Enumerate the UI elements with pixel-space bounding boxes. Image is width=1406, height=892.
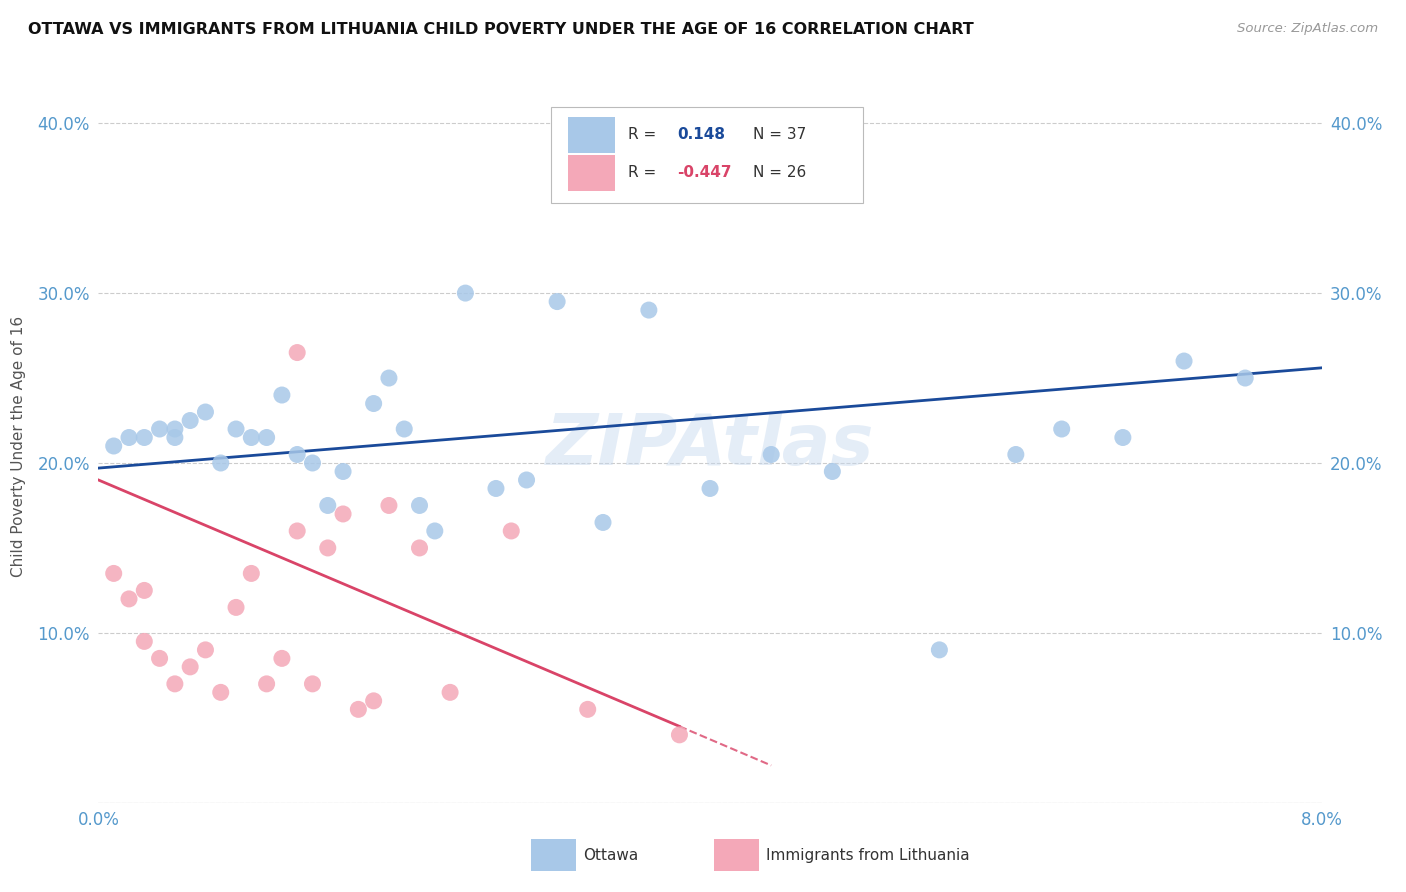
Point [1173,354,1195,368]
Point [408,541,430,555]
Text: R =: R = [628,127,657,142]
Point [363,396,385,410]
Point [149,651,172,665]
Point [179,660,201,674]
Point [699,482,721,496]
Text: R =: R = [628,165,657,180]
Point [103,566,125,581]
Point [240,430,263,444]
Text: -0.447: -0.447 [678,165,731,180]
Point [439,685,461,699]
Text: Ottawa: Ottawa [583,848,638,863]
Text: N = 37: N = 37 [752,127,806,142]
Point [576,702,599,716]
Text: 0.148: 0.148 [678,127,725,142]
FancyBboxPatch shape [568,117,614,153]
Point [285,524,308,538]
Point [1050,422,1073,436]
Point [1112,430,1135,444]
Point [134,634,156,648]
Point [454,286,477,301]
Point [485,482,508,496]
Point [821,465,844,479]
Point [378,371,401,385]
Point [194,405,217,419]
Point [285,345,308,359]
Point [759,448,782,462]
Point [163,677,186,691]
Point [163,422,186,436]
Point [1234,371,1257,385]
Point [134,430,156,444]
Point [392,422,416,436]
Point [301,677,323,691]
FancyBboxPatch shape [551,107,863,203]
Point [270,388,294,402]
Text: Immigrants from Lithuania: Immigrants from Lithuania [766,848,970,863]
Point [332,465,354,479]
Point [118,430,141,444]
Point [378,499,401,513]
Point [516,473,538,487]
Point [423,524,446,538]
Point [118,591,141,606]
Text: OTTAWA VS IMMIGRANTS FROM LITHUANIA CHILD POVERTY UNDER THE AGE OF 16 CORRELATIO: OTTAWA VS IMMIGRANTS FROM LITHUANIA CHIL… [28,22,974,37]
Point [592,516,614,530]
Point [408,499,430,513]
Point [256,430,278,444]
Point [1004,448,1026,462]
Text: N = 26: N = 26 [752,165,806,180]
Point [316,499,339,513]
Point [316,541,339,555]
Point [363,694,385,708]
Point [194,643,217,657]
Point [928,643,950,657]
Point [225,422,247,436]
Point [179,413,201,427]
Point [546,294,568,309]
Point [301,456,323,470]
Point [209,685,232,699]
Point [285,448,308,462]
FancyBboxPatch shape [568,155,614,191]
Point [209,456,232,470]
Point [163,430,186,444]
Point [225,600,247,615]
Point [149,422,172,436]
Point [270,651,294,665]
Point [347,702,370,716]
Point [332,507,354,521]
Point [668,728,690,742]
Point [501,524,523,538]
Point [240,566,263,581]
Text: Source: ZipAtlas.com: Source: ZipAtlas.com [1237,22,1378,36]
Text: ZIPAtlas: ZIPAtlas [546,411,875,481]
Point [103,439,125,453]
Y-axis label: Child Poverty Under the Age of 16: Child Poverty Under the Age of 16 [11,316,27,576]
Point [637,303,661,318]
Point [134,583,156,598]
Point [256,677,278,691]
